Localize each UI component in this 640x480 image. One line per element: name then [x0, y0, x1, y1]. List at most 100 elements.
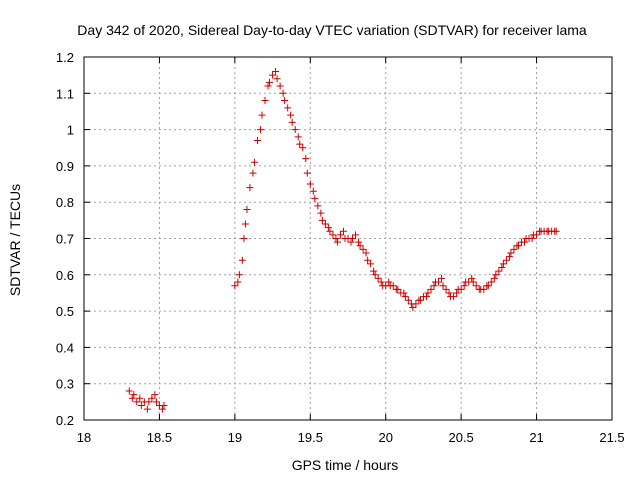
data-point-marker [303, 169, 311, 177]
data-point-marker [296, 140, 304, 148]
data-point-marker [438, 274, 446, 282]
data-point-marker [264, 82, 272, 90]
x-tick-label: 18 [77, 430, 91, 445]
x-tick-label: 21 [529, 430, 543, 445]
data-point-marker [294, 133, 302, 141]
data-point-marker [269, 71, 277, 79]
data-point-marker [291, 126, 299, 134]
x-tick-label: 20 [378, 430, 392, 445]
data-point-marker [367, 260, 375, 268]
data-point-marker [352, 231, 360, 239]
data-point-marker [276, 82, 284, 90]
data-point-marker [409, 303, 417, 311]
data-point-marker [460, 282, 468, 290]
data-point-marker [281, 97, 289, 105]
data-point-marker [160, 401, 168, 409]
data-point-marker [422, 293, 430, 301]
data-point-marker [412, 300, 420, 308]
y-tick-label: 0.4 [56, 340, 74, 355]
data-point-marker [314, 202, 322, 210]
data-point-marker [424, 289, 432, 297]
data-point-marker [362, 249, 370, 257]
data-point-marker [490, 274, 498, 282]
data-point-marker [136, 394, 144, 402]
data-point-marker [356, 242, 364, 250]
y-tick-label: 1 [67, 123, 74, 138]
data-point-marker [404, 296, 412, 304]
data-point-marker [533, 231, 541, 239]
data-point-marker [279, 89, 287, 97]
y-tick-label: 0.7 [56, 232, 74, 247]
y-tick-label: 1.1 [56, 86, 74, 101]
data-point-marker [401, 293, 409, 301]
y-axis-label: SDTVAR / TECUs [7, 184, 23, 296]
data-point-marker [288, 118, 296, 126]
data-point-marker [130, 391, 138, 399]
data-point-marker [359, 245, 367, 253]
x-tick-label: 19.5 [298, 430, 323, 445]
data-point-marker [287, 111, 295, 119]
chart-title: Day 342 of 2020, Sidereal Day-to-day VTE… [77, 22, 587, 38]
data-point-marker [158, 405, 166, 413]
data-point-marker [377, 278, 385, 286]
data-point-marker [521, 238, 529, 246]
data-point-marker [241, 220, 249, 228]
data-point-marker [246, 184, 254, 192]
data-point-marker [231, 282, 239, 290]
y-tick-label: 0.6 [56, 268, 74, 283]
x-tick-label: 20.5 [448, 430, 473, 445]
data-point-marker [469, 278, 477, 286]
data-point-marker [371, 271, 379, 279]
data-point-marker [128, 394, 136, 402]
data-point-marker [427, 285, 435, 293]
data-point-marker [234, 278, 242, 286]
data-point-marker [347, 238, 355, 246]
data-point-marker [472, 282, 480, 290]
data-point-marker [238, 256, 246, 264]
data-point-marker [324, 224, 332, 232]
data-point-marker [374, 274, 382, 282]
data-point-marker [125, 387, 133, 395]
data-point-marker [309, 187, 317, 195]
y-tick-label: 1.2 [56, 50, 74, 65]
data-point-marker [502, 256, 510, 264]
data-point-marker [495, 267, 503, 275]
data-point-marker [261, 97, 269, 105]
x-tick-label: 19 [228, 430, 242, 445]
data-point-marker [453, 289, 461, 297]
data-point-marker [258, 111, 266, 119]
data-point-marker [416, 296, 424, 304]
data-point-marker [484, 282, 492, 290]
x-tick-label: 21.5 [599, 430, 624, 445]
data-point-marker [364, 256, 372, 264]
data-point-marker [389, 282, 397, 290]
data-point-marker [457, 285, 465, 293]
data-point-marker [510, 245, 518, 253]
data-point-marker [332, 235, 340, 242]
data-point-marker [266, 78, 274, 86]
data-point-marker [321, 220, 329, 228]
data-point-marker [137, 401, 145, 409]
data-point-marker [243, 205, 251, 213]
x-tick-label: 18.5 [147, 430, 172, 445]
data-point-marker [240, 235, 248, 242]
data-point-marker [450, 293, 458, 301]
data-points [125, 68, 560, 413]
data-point-marker [333, 238, 341, 246]
data-point-marker [435, 278, 443, 286]
data-point-marker [355, 238, 363, 246]
data-point-marker [552, 227, 560, 235]
data-point-marker [306, 180, 314, 188]
y-tick-label: 0.3 [56, 377, 74, 392]
data-point-marker [284, 104, 292, 112]
data-point-marker [235, 271, 243, 279]
data-point-marker [400, 289, 408, 297]
data-point-marker [492, 271, 500, 279]
data-point-marker [148, 394, 156, 402]
y-tick-label: 0.9 [56, 159, 74, 174]
data-point-marker [498, 264, 506, 272]
axis-ticks: 18 18.5 19 19.5 20 20.5 21 21.5 0.2 0.3 0.4 0.5 0.6 0… [56, 50, 625, 445]
data-point-marker [430, 282, 438, 290]
data-point-marker [514, 242, 522, 250]
